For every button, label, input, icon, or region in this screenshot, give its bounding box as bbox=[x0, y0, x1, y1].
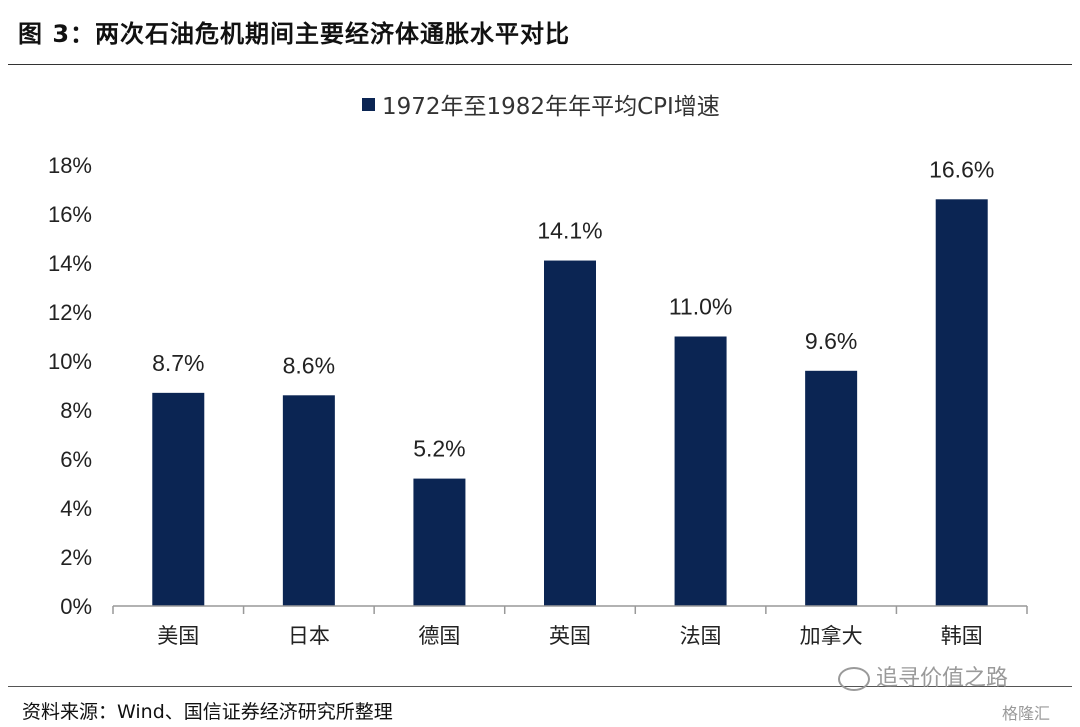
y-tick-label: 10% bbox=[48, 349, 92, 374]
data-label: 8.7% bbox=[152, 350, 204, 376]
watermark-text: 追寻价值之路 bbox=[876, 666, 1009, 691]
data-label: 14.1% bbox=[537, 218, 602, 244]
x-category-label: 美国 bbox=[157, 624, 199, 648]
y-axis: 0% 2% 4% 6% 8% 10% 12% 14% 16% 18% bbox=[48, 153, 92, 619]
bar bbox=[413, 478, 466, 606]
x-category-label: 日本 bbox=[288, 624, 330, 648]
chart-legend: 1972年至1982年年平均CPI增速 bbox=[362, 94, 720, 120]
y-tick-label: 4% bbox=[60, 496, 92, 521]
y-tick-label: 6% bbox=[60, 447, 92, 472]
bar bbox=[152, 392, 205, 606]
x-category-label: 加拿大 bbox=[800, 624, 863, 648]
x-axis: 美国 日本 德国 英国 法国 加拿大 韩国 bbox=[112, 605, 1028, 648]
y-tick-label: 2% bbox=[60, 545, 92, 570]
y-tick-label: 8% bbox=[60, 398, 92, 423]
data-label: 16.6% bbox=[929, 156, 994, 182]
figure-title: 图 3：两次石油危机期间主要经济体通胀水平对比 bbox=[18, 20, 571, 48]
source-note: 资料来源：Wind、国信证券经济研究所整理 bbox=[22, 701, 393, 723]
watermark-logo: 格隆汇 bbox=[1002, 704, 1051, 723]
bar bbox=[935, 199, 988, 607]
x-category-label: 法国 bbox=[680, 624, 722, 648]
x-category-label: 德国 bbox=[418, 624, 460, 648]
legend-label: 1972年至1982年年平均CPI增速 bbox=[382, 94, 720, 120]
data-label: 11.0% bbox=[669, 294, 733, 320]
bar-series: 8.7% 8.6% 5.2% 14.1% 11.0% 9.6% 16.6% bbox=[152, 156, 994, 607]
data-label: 8.6% bbox=[283, 352, 335, 378]
y-tick-label: 18% bbox=[48, 153, 92, 178]
bar bbox=[544, 260, 596, 606]
legend-swatch bbox=[362, 98, 375, 111]
title-divider bbox=[8, 64, 1072, 65]
chat-bubble-icon bbox=[838, 667, 870, 691]
x-category-label: 韩国 bbox=[941, 624, 983, 648]
x-category-label: 英国 bbox=[549, 624, 591, 648]
bar-chart: 1972年至1982年年平均CPI增速 0% 2% 4% 6% 8% 10% 12% 14% 1… bbox=[48, 94, 1028, 648]
bar bbox=[805, 370, 858, 606]
data-label: 9.6% bbox=[805, 328, 857, 354]
bar bbox=[674, 336, 727, 606]
watermark: 追寻价值之路 bbox=[838, 660, 1008, 692]
source-divider bbox=[8, 686, 1072, 687]
bar bbox=[282, 395, 335, 606]
data-label: 5.2% bbox=[413, 436, 465, 462]
y-tick-label: 14% bbox=[48, 251, 92, 276]
y-tick-label: 12% bbox=[48, 300, 92, 325]
y-tick-label: 0% bbox=[60, 594, 92, 619]
y-tick-label: 16% bbox=[48, 202, 92, 227]
